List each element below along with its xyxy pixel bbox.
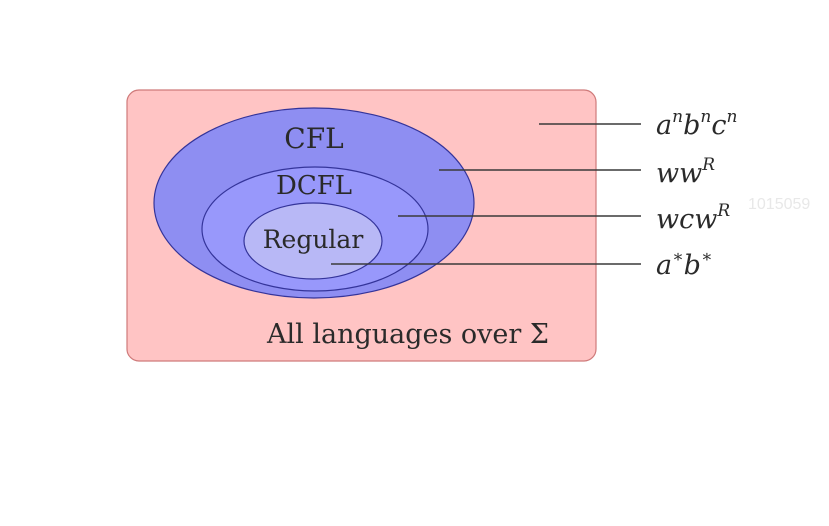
dcfl-label: DCFL	[276, 171, 352, 201]
cfl-label: CFL	[284, 122, 343, 155]
example-wwr: wwR	[656, 155, 715, 189]
example-wcwr: wcwR	[656, 201, 730, 235]
watermark-text: 1015059	[748, 196, 810, 213]
all-languages-label: All languages over Σ	[266, 319, 549, 350]
regular-region	[243, 202, 383, 280]
example-astarbstar: a∗b∗	[656, 247, 713, 281]
example-anbncn: anbncn	[656, 107, 737, 141]
regular-label: Regular	[263, 225, 364, 254]
